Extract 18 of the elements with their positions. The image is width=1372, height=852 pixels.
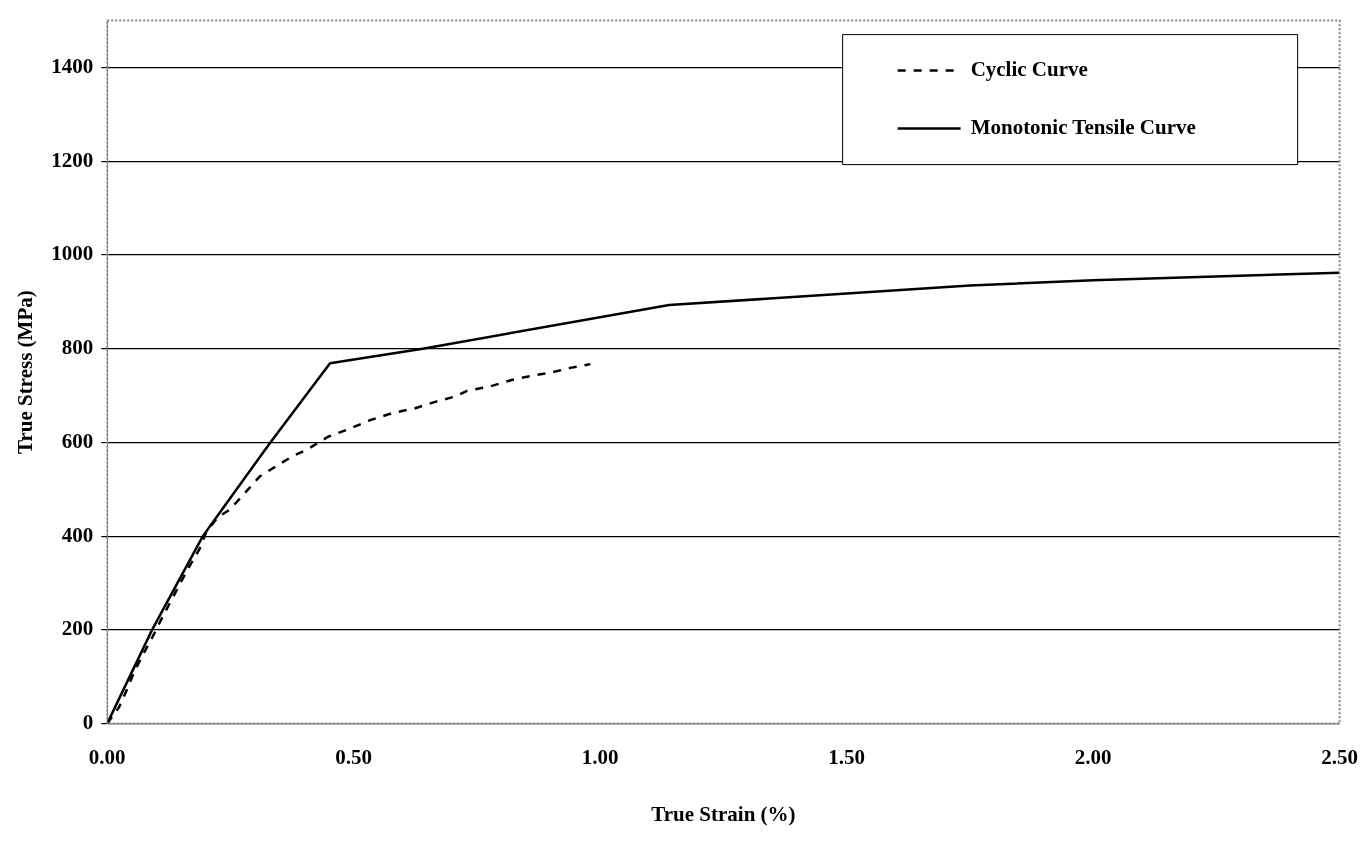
y-tick-label: 600 [61,428,94,453]
x-tick-label: 0.50 [335,744,373,769]
x-tick-label: 1.50 [828,744,866,769]
y-tick-label: 800 [61,335,94,360]
y-tick-label: 1200 [51,147,94,172]
x-tick-label: 1.00 [581,744,619,769]
x-axis-title: True Strain (%) [651,801,796,826]
x-tick-label: 2.50 [1321,744,1358,769]
legend-label: Monotonic Tensile Curve [970,115,1196,140]
y-tick-label: 200 [61,616,94,641]
y-tick-label: 0 [82,710,94,735]
y-axis-title: True Stress (MPa) [13,290,38,454]
y-tick-label: 1000 [51,241,94,266]
legend-label: Cyclic Curve [970,57,1088,82]
y-tick-label: 400 [61,522,94,547]
x-tick-label: 0.00 [88,744,126,769]
x-tick-label: 2.00 [1074,744,1112,769]
y-tick-label: 1400 [51,53,94,78]
